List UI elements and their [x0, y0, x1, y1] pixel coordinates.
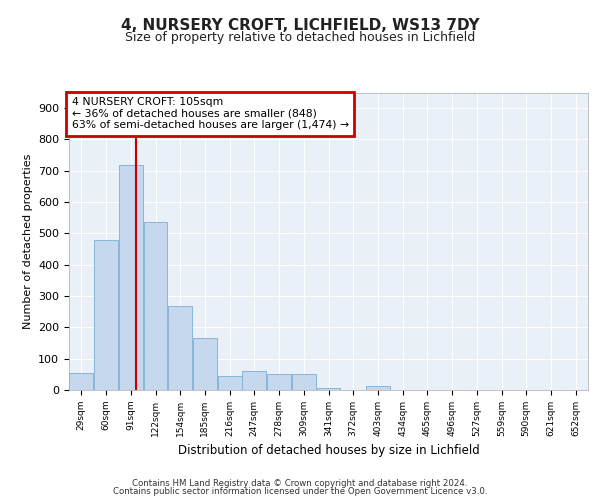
- Bar: [168, 306, 192, 390]
- Bar: [267, 374, 291, 390]
- Bar: [218, 376, 242, 390]
- Bar: [366, 386, 390, 390]
- Text: Contains public sector information licensed under the Open Government Licence v3: Contains public sector information licen…: [113, 487, 487, 496]
- Y-axis label: Number of detached properties: Number of detached properties: [23, 154, 32, 329]
- Bar: [317, 388, 340, 390]
- Text: 4, NURSERY CROFT, LICHFIELD, WS13 7DY: 4, NURSERY CROFT, LICHFIELD, WS13 7DY: [121, 18, 479, 32]
- Bar: [143, 222, 167, 390]
- X-axis label: Distribution of detached houses by size in Lichfield: Distribution of detached houses by size …: [178, 444, 479, 458]
- Text: 4 NURSERY CROFT: 105sqm
← 36% of detached houses are smaller (848)
63% of semi-d: 4 NURSERY CROFT: 105sqm ← 36% of detache…: [71, 97, 349, 130]
- Bar: [242, 370, 266, 390]
- Bar: [292, 374, 316, 390]
- Bar: [70, 373, 94, 390]
- Bar: [193, 338, 217, 390]
- Bar: [94, 240, 118, 390]
- Bar: [119, 164, 143, 390]
- Text: Size of property relative to detached houses in Lichfield: Size of property relative to detached ho…: [125, 31, 475, 44]
- Text: Contains HM Land Registry data © Crown copyright and database right 2024.: Contains HM Land Registry data © Crown c…: [132, 478, 468, 488]
